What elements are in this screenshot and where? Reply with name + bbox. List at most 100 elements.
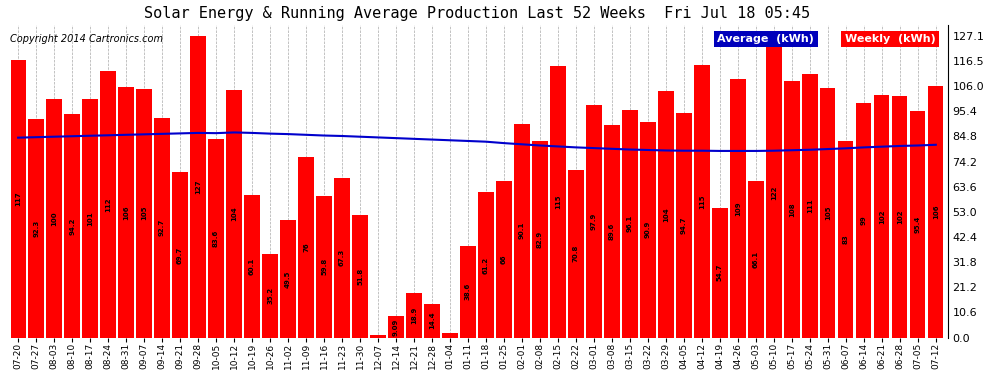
Bar (658, 91, 673, 338)
Bar (406, 293, 422, 338)
Bar (172, 172, 188, 338)
Text: 99: 99 (861, 215, 867, 225)
Bar (874, 95, 889, 338)
Text: 70.8: 70.8 (573, 245, 579, 262)
Bar (425, 304, 440, 338)
Text: 35.2: 35.2 (267, 287, 273, 304)
Text: 82.9: 82.9 (537, 231, 543, 248)
Text: 101: 101 (87, 211, 93, 226)
Bar (694, 65, 710, 338)
Text: 102: 102 (879, 209, 885, 224)
Bar (370, 335, 386, 338)
Text: 111: 111 (807, 198, 813, 213)
Bar (298, 158, 314, 338)
Bar (29, 118, 44, 338)
Text: Weekly  (kWh): Weekly (kWh) (844, 34, 936, 44)
Text: 106: 106 (933, 205, 939, 219)
Text: 89.6: 89.6 (609, 223, 615, 240)
Bar (839, 141, 853, 338)
Text: 115: 115 (699, 194, 705, 208)
Text: 18.9: 18.9 (411, 306, 417, 324)
Bar (460, 246, 475, 338)
Bar (478, 192, 494, 338)
Text: 97.9: 97.9 (591, 213, 597, 230)
Text: 105: 105 (142, 206, 148, 220)
Bar (388, 316, 404, 338)
Bar (515, 124, 530, 338)
Text: 61.2: 61.2 (483, 256, 489, 274)
Bar (910, 111, 926, 338)
Text: 92.7: 92.7 (159, 219, 165, 236)
Bar (712, 208, 728, 338)
Bar (533, 141, 547, 338)
Bar (748, 181, 763, 338)
Bar (227, 90, 242, 338)
Text: 96.1: 96.1 (627, 215, 633, 232)
Text: 76: 76 (303, 243, 309, 252)
Text: 102: 102 (897, 210, 903, 224)
Bar (209, 140, 224, 338)
Text: 83: 83 (842, 234, 848, 244)
Bar (154, 118, 169, 338)
Text: 83.6: 83.6 (213, 230, 219, 247)
Bar (802, 74, 818, 338)
Text: 112: 112 (105, 197, 111, 211)
Text: 66.1: 66.1 (752, 251, 759, 268)
Text: 67.3: 67.3 (339, 249, 346, 267)
Text: 51.8: 51.8 (357, 267, 363, 285)
Text: 115: 115 (555, 195, 561, 209)
Text: Copyright 2014 Cartronics.com: Copyright 2014 Cartronics.com (10, 34, 163, 44)
Bar (352, 215, 367, 338)
Bar (623, 110, 638, 338)
Bar (262, 254, 278, 338)
Bar (11, 60, 26, 338)
Text: 92.3: 92.3 (33, 219, 40, 237)
Bar (731, 80, 745, 338)
Bar (820, 88, 836, 338)
Bar (443, 333, 457, 338)
Text: 106: 106 (123, 205, 129, 220)
Text: 105: 105 (825, 206, 831, 220)
Text: 59.8: 59.8 (321, 258, 327, 275)
Bar (550, 66, 565, 338)
Bar (892, 96, 908, 338)
Bar (929, 86, 943, 338)
Bar (82, 99, 98, 338)
Text: 54.7: 54.7 (717, 264, 723, 282)
Text: 104: 104 (663, 207, 669, 222)
Text: 94.2: 94.2 (69, 217, 75, 235)
Text: 9.09: 9.09 (393, 318, 399, 336)
Text: 60.1: 60.1 (249, 258, 255, 275)
Bar (586, 105, 602, 338)
Text: 90.1: 90.1 (519, 222, 525, 240)
Text: 122: 122 (771, 185, 777, 200)
Bar (119, 87, 134, 338)
Text: Average  (kWh): Average (kWh) (718, 34, 815, 44)
Bar (245, 195, 259, 338)
Bar (317, 196, 332, 338)
Text: 14.4: 14.4 (429, 312, 435, 329)
Text: 108: 108 (789, 202, 795, 217)
Bar (100, 71, 116, 338)
Bar (604, 125, 620, 338)
Bar (280, 220, 296, 338)
Bar (784, 81, 800, 338)
Text: 117: 117 (15, 192, 21, 206)
Text: 94.7: 94.7 (681, 217, 687, 234)
Text: 69.7: 69.7 (177, 246, 183, 264)
Text: 49.5: 49.5 (285, 270, 291, 288)
Bar (137, 88, 151, 338)
Text: 100: 100 (51, 211, 57, 226)
Bar (856, 103, 871, 338)
Bar (766, 47, 781, 338)
Bar (335, 178, 349, 338)
Bar (190, 36, 206, 338)
Text: 127: 127 (195, 180, 201, 194)
Title: Solar Energy & Running Average Production Last 52 Weeks  Fri Jul 18 05:45: Solar Energy & Running Average Productio… (144, 6, 810, 21)
Bar (64, 114, 80, 338)
Text: 95.4: 95.4 (915, 216, 921, 233)
Text: 104: 104 (231, 207, 237, 221)
Bar (568, 170, 583, 338)
Bar (676, 113, 692, 338)
Text: 90.9: 90.9 (644, 221, 650, 238)
